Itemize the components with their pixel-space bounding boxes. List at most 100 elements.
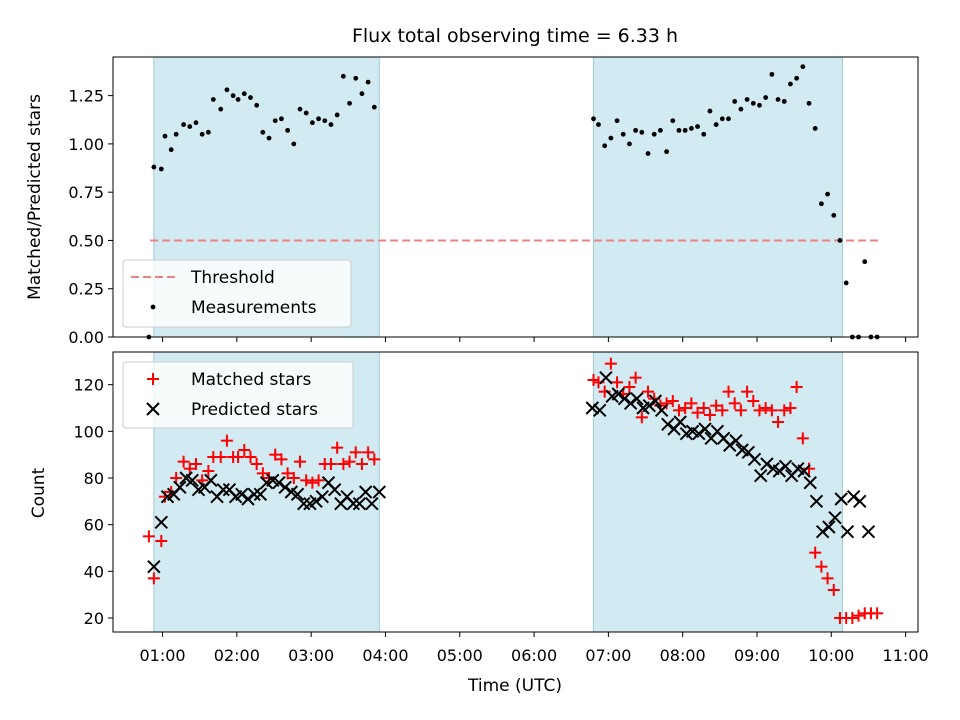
predicted-star-point xyxy=(247,487,261,502)
matched-star-point xyxy=(368,453,381,466)
predicted-star-point xyxy=(815,524,830,539)
matched-star-point xyxy=(623,381,636,393)
matched-star-point xyxy=(300,474,313,487)
predicted-star-point xyxy=(290,487,305,502)
predicted-star-point xyxy=(315,489,330,504)
matched-star-point xyxy=(306,476,319,489)
predicted-star-point xyxy=(840,524,855,539)
matched-star-point xyxy=(275,453,288,466)
matched-star-point xyxy=(281,467,294,480)
matched-star-point xyxy=(722,385,735,398)
measurement-point xyxy=(794,75,800,81)
measurement-point xyxy=(713,122,719,127)
matched-star-point xyxy=(697,402,710,414)
top-panel: 0.00 0.25 0.50 0.75 1.00 1.25 Matched/Predict… xyxy=(25,56,919,347)
matched-star-point xyxy=(765,404,778,417)
matched-star-point xyxy=(611,376,624,389)
matched-star-point xyxy=(790,381,803,393)
matched-star-point xyxy=(747,395,760,407)
measurement-point xyxy=(279,116,284,122)
matched-legend-marker xyxy=(147,373,159,385)
x-axis-label: Time (UTC) xyxy=(467,676,562,696)
predicted-star-point xyxy=(778,459,793,474)
matched-star-point xyxy=(809,546,822,559)
top-y-tick-label-2: 0.50 xyxy=(68,231,104,250)
matched-star-point xyxy=(604,357,617,370)
measurement-point xyxy=(235,97,241,102)
matched-star-point xyxy=(256,467,269,480)
matched-star-point xyxy=(312,474,325,487)
predicted-legend-label: Predicted stars xyxy=(191,400,318,420)
x-tick-label-4: 05:00 xyxy=(437,646,483,665)
measurement-point xyxy=(614,118,620,124)
matched-star-point xyxy=(331,441,344,454)
matched-star-point xyxy=(815,560,828,573)
x-tick-label-7: 08:00 xyxy=(660,646,706,665)
top-y-tick-label-3: 0.75 xyxy=(68,183,104,202)
measurements-legend-label: Measurements xyxy=(191,298,317,318)
x-tick-label-6: 07:00 xyxy=(585,646,631,665)
measurement-point xyxy=(639,129,645,135)
measurement-point xyxy=(359,91,365,97)
bottom-legend: Matched stars Predicted stars xyxy=(122,361,354,429)
threshold-legend-label: Threshold xyxy=(190,268,275,288)
measurement-point xyxy=(664,149,669,155)
measurements-legend-marker xyxy=(150,304,156,310)
bottom-points xyxy=(142,357,884,624)
measurement-point xyxy=(187,124,193,129)
measurement-point xyxy=(627,141,632,147)
measurement-point xyxy=(682,127,688,133)
matched-star-point xyxy=(691,406,704,419)
matched-star-point xyxy=(250,458,263,470)
measurement-point xyxy=(620,131,626,137)
matched-star-point xyxy=(349,446,362,459)
measurement-point xyxy=(303,110,309,116)
measurement-point xyxy=(266,135,272,141)
bottom-y-ticks: 20 40 60 80 100 120 xyxy=(73,376,113,628)
measurement-point xyxy=(347,100,352,106)
matched-star-point xyxy=(142,530,155,543)
x-tick-label-3: 04:00 xyxy=(362,646,408,665)
bottom-y-axis-label: Count xyxy=(29,467,49,518)
x-tick-label-5: 06:00 xyxy=(511,646,557,665)
predicted-star-point xyxy=(617,391,632,406)
measurement-point xyxy=(181,122,186,127)
measurement-point xyxy=(309,120,315,126)
measurement-point xyxy=(831,212,837,218)
predicted-star-point xyxy=(661,417,675,432)
matched-star-point xyxy=(189,458,202,470)
matched-star-point xyxy=(337,458,350,470)
predicted-star-point xyxy=(253,487,268,502)
measurement-point xyxy=(633,127,639,133)
matched-star-point xyxy=(759,402,772,414)
measurement-point xyxy=(695,124,700,129)
measurement-point xyxy=(591,116,596,122)
predicted-star-point xyxy=(846,489,861,504)
matched-star-point xyxy=(685,397,698,410)
predicted-star-point xyxy=(204,473,218,488)
x-tick-label-9: 10:00 xyxy=(808,646,854,665)
predicted-star-point xyxy=(352,496,367,511)
predicted-star-point xyxy=(611,387,625,401)
matched-legend-label: Matched stars xyxy=(191,370,311,390)
measurement-point xyxy=(800,64,806,70)
measurement-point xyxy=(781,99,787,104)
predicted-star-point xyxy=(272,475,286,490)
measurement-point xyxy=(334,112,340,118)
matched-star-point xyxy=(324,458,337,470)
predicted-star-point xyxy=(797,464,811,478)
predicted-star-point xyxy=(593,403,607,418)
predicted-star-point xyxy=(216,482,230,497)
measurement-point xyxy=(645,151,651,156)
matched-star-point xyxy=(666,395,679,407)
matched-star-point xyxy=(827,584,840,596)
x-tick-label-2: 03:00 xyxy=(288,646,334,665)
measurement-point xyxy=(812,126,818,131)
measurement-point xyxy=(757,102,762,108)
measurement-point xyxy=(168,147,174,153)
matched-star-point xyxy=(734,404,747,417)
measurement-point xyxy=(260,129,266,135)
measurement-point xyxy=(328,122,334,127)
measurement-point xyxy=(688,126,694,131)
bottom-panel: 20 40 60 80 100 120 01:00 02:00 03:00 04:00 05:00… xyxy=(29,351,929,696)
